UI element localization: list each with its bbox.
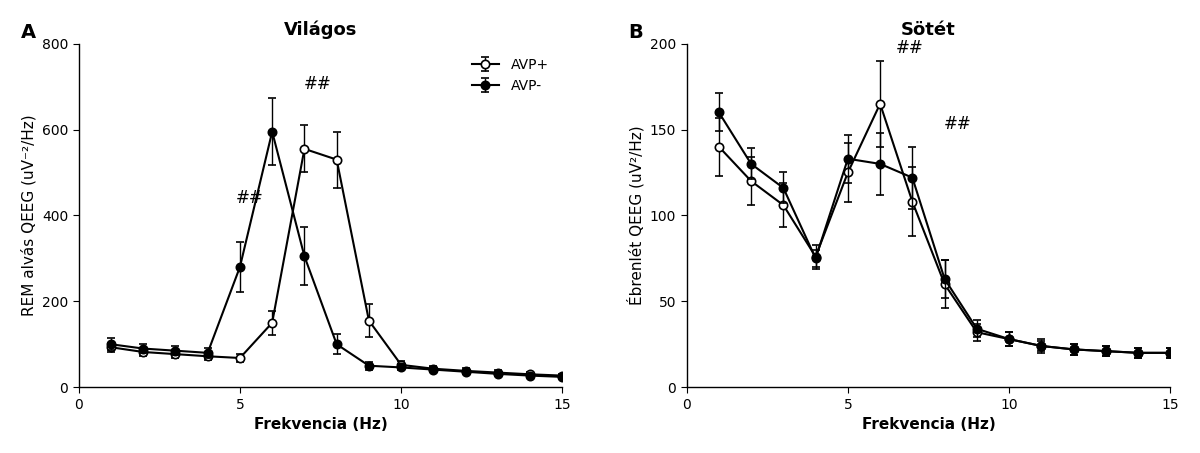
Text: A: A bbox=[20, 23, 36, 42]
Y-axis label: REM alvás QEEG (uV⁻²/Hz): REM alvás QEEG (uV⁻²/Hz) bbox=[20, 115, 36, 316]
Title: Sötét: Sötét bbox=[901, 21, 956, 39]
Text: ##: ## bbox=[235, 189, 264, 207]
Text: B: B bbox=[629, 23, 643, 42]
Legend: AVP+, AVP-: AVP+, AVP- bbox=[464, 51, 556, 100]
Text: ##: ## bbox=[895, 39, 923, 58]
Text: ##: ## bbox=[943, 115, 971, 133]
X-axis label: Frekvencia (Hz): Frekvencia (Hz) bbox=[253, 417, 388, 432]
Y-axis label: Ébrenlét QEEG (uV²/Hz): Ébrenlét QEEG (uV²/Hz) bbox=[626, 125, 644, 305]
Text: ##: ## bbox=[304, 75, 331, 93]
X-axis label: Frekvencia (Hz): Frekvencia (Hz) bbox=[862, 417, 995, 432]
Title: Világos: Világos bbox=[284, 21, 358, 39]
